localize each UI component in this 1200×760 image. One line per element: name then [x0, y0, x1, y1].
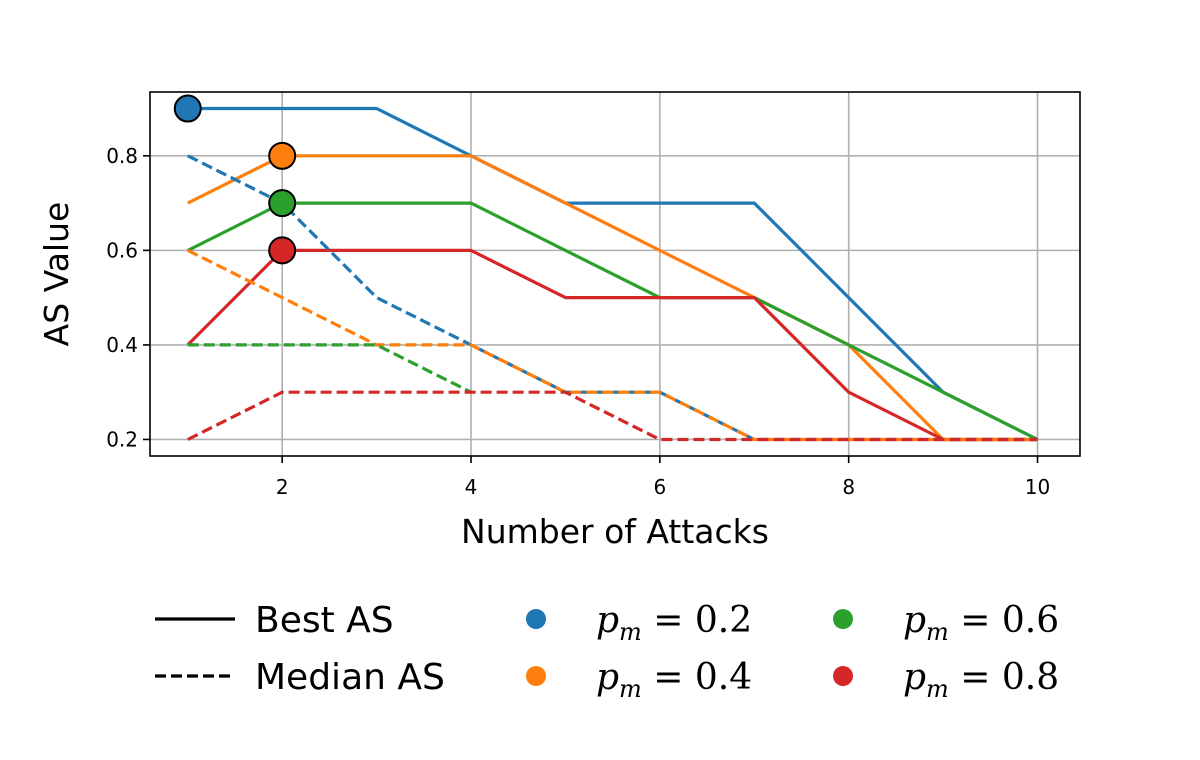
axis-ticks: 2 4 6 8 10 0.2 0.4 0.6 0.8 — [106, 144, 1050, 499]
x-tick-label: 6 — [653, 475, 666, 499]
best-markers — [173, 94, 297, 265]
best-as-line-pm_0.6 — [187, 201, 1039, 441]
legend-label: Median AS — [255, 657, 445, 698]
legend-color-dot — [526, 609, 546, 629]
legend-color-dot — [526, 666, 546, 686]
best-marker-pm_0.8 — [268, 236, 297, 265]
x-tick-label: 10 — [1025, 475, 1050, 499]
median-as-line-pm_0.6 — [187, 343, 472, 394]
x-tick-label: 2 — [276, 475, 289, 499]
legend-pm-label: pm = 0.4 — [596, 657, 752, 703]
best-marker-pm_0.4 — [268, 141, 297, 170]
legend-pm-label: pm = 0.2 — [596, 600, 752, 646]
legend-pm-label: pm = 0.8 — [903, 657, 1059, 703]
legend: Best AS Median AS pm = 0.2 pm = 0.4 pm = 0.6… — [155, 600, 1059, 703]
legend-color-dot — [833, 609, 853, 629]
x-axis-label: Number of Attacks — [461, 512, 769, 551]
x-tick-label: 4 — [465, 475, 478, 499]
best-as-line-pm_0.8 — [186, 248, 1038, 442]
plot-frame — [149, 91, 1081, 457]
legend-label: Best AS — [255, 600, 394, 641]
best-marker-pm_0.6 — [268, 189, 297, 218]
best-marker-pm_0.2 — [173, 94, 202, 123]
y-tick-label: 0.6 — [106, 238, 138, 262]
y-tick-label: 0.8 — [106, 144, 138, 168]
y-tick-label: 0.4 — [106, 333, 138, 357]
legend-pm-label: pm = 0.6 — [903, 600, 1059, 646]
series-lines — [186, 106, 1039, 442]
y-axis-label: AS Value — [37, 202, 76, 347]
best-as-line-pm_0.4 — [187, 154, 1038, 442]
median-as-line-pm_0.8 — [187, 390, 1038, 442]
legend-color-dot — [833, 666, 853, 686]
x-tick-label: 8 — [842, 475, 855, 499]
y-tick-label: 0.2 — [106, 427, 138, 451]
best-as-line-pm_0.2 — [187, 106, 1039, 441]
